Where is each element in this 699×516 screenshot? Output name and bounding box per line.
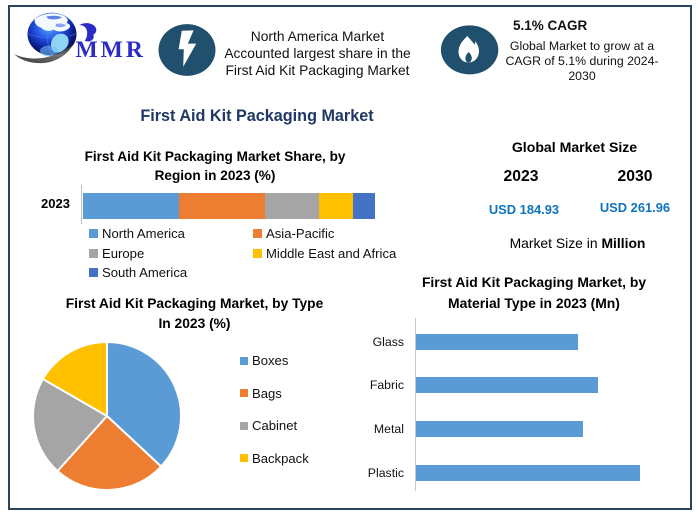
svg-text:MMR: MMR [76,37,146,63]
